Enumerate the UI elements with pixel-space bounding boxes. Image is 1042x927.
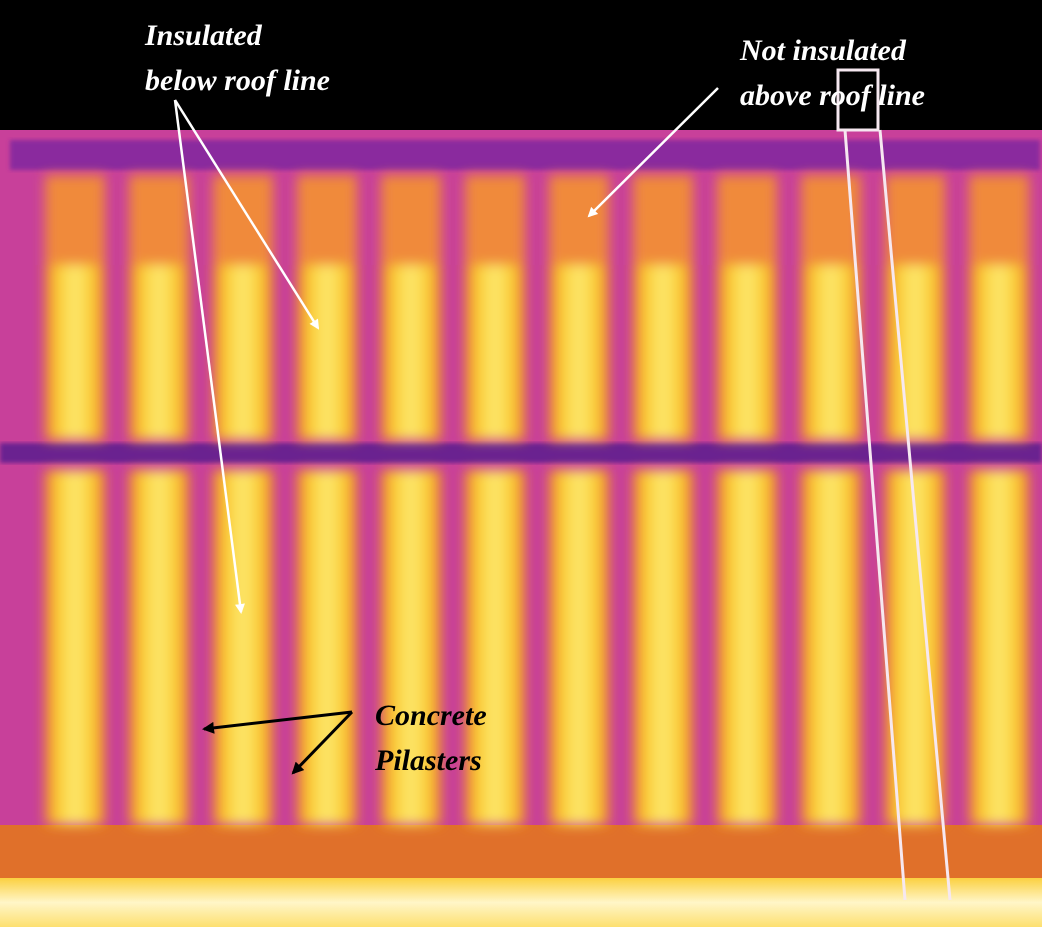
bay-upper (801, 265, 861, 440)
bay-lower (801, 470, 861, 825)
bay-upper-top (465, 175, 525, 265)
bay-upper (297, 265, 357, 440)
bay-upper-top (297, 175, 357, 265)
label-line: above roof line (740, 79, 925, 112)
ladder (836, 68, 952, 901)
ground (0, 878, 1042, 927)
bay-upper-top (633, 175, 693, 265)
arrow (291, 710, 354, 775)
bay-lower (549, 470, 609, 825)
bay-lower (969, 470, 1029, 825)
label-line: Pilasters (374, 744, 482, 777)
bay-lower (717, 470, 777, 825)
label-line: Insulated (144, 19, 263, 52)
bay-lower (381, 470, 441, 825)
roof-band (10, 140, 1040, 170)
bay-lower (213, 470, 273, 825)
bay-upper-top (549, 175, 609, 265)
bay-upper (633, 265, 693, 440)
bay-upper (549, 265, 609, 440)
bay-lower (129, 470, 189, 825)
bay-upper (129, 265, 189, 440)
arrow (173, 99, 245, 614)
arrows (173, 87, 719, 775)
bay-upper (465, 265, 525, 440)
label-line: Not insulated (739, 34, 907, 67)
bay-upper-top (129, 175, 189, 265)
arrow (173, 99, 320, 330)
bay-upper-top (885, 175, 945, 265)
label-not-insulated: Not insulated above roof line (739, 34, 925, 112)
wall (0, 130, 1042, 880)
bay-upper-top (45, 175, 105, 265)
bay-upper (969, 265, 1029, 440)
bay-upper-top (717, 175, 777, 265)
bay-upper (45, 265, 105, 440)
label-insulated: Insulated below roof line (144, 19, 330, 97)
bay-lower (633, 470, 693, 825)
arrow (587, 87, 719, 218)
ladder-top (836, 68, 880, 132)
bay-lower (45, 470, 105, 825)
label-pilasters: Concrete Pilasters (374, 699, 487, 777)
base-band (0, 825, 1042, 880)
bay-upper (381, 265, 441, 440)
bay-upper-top (381, 175, 441, 265)
label-line: Concrete (375, 699, 487, 732)
bay-upper (717, 265, 777, 440)
ladder-rail (843, 129, 907, 901)
arrow (202, 710, 353, 734)
ladder-rail (878, 129, 952, 901)
label-line: below roof line (145, 64, 330, 97)
bay-lower (297, 470, 357, 825)
bay-upper-top (969, 175, 1029, 265)
mid-band (0, 443, 1042, 463)
bay-lower (465, 470, 525, 825)
bay-upper-top (213, 175, 273, 265)
bay-upper (213, 265, 273, 440)
